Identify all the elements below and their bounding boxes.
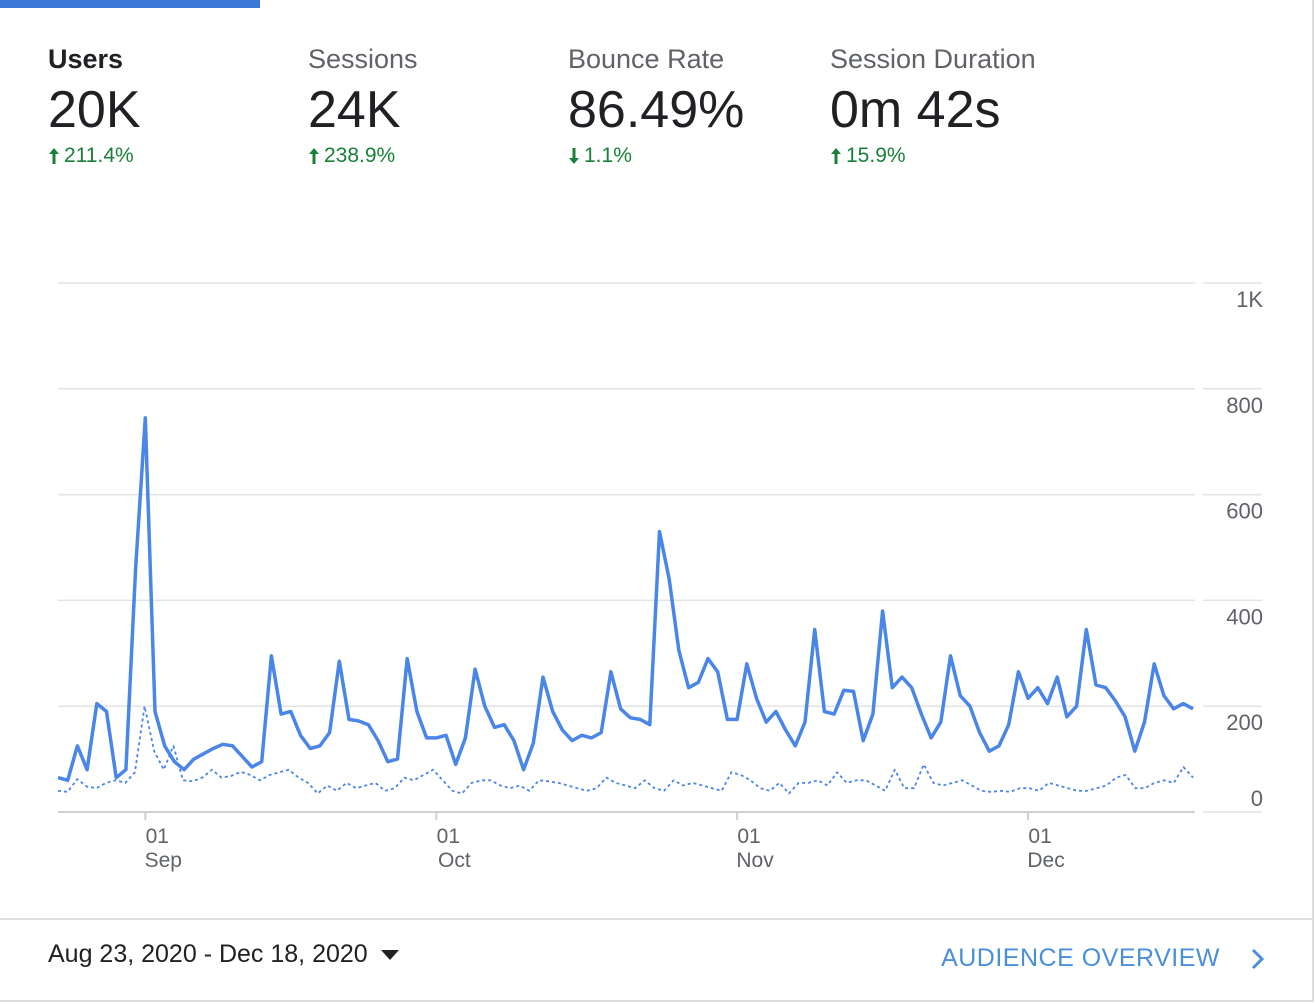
- metric-change-value: 238.9%: [324, 144, 396, 167]
- metric-users[interactable]: Users 20K 211.4%: [48, 40, 141, 170]
- series-line-users: [57, 416, 1194, 783]
- x-tick-month-label: Sep: [145, 849, 182, 872]
- metric-change-value: 211.4%: [64, 144, 134, 167]
- y-tick-label: 200: [1226, 710, 1263, 735]
- metric-label: Session Duration: [830, 44, 1036, 74]
- metric-change: 211.4%: [48, 142, 141, 170]
- metric-value: 24K: [308, 81, 401, 139]
- metric-value: 86.49%: [568, 81, 745, 139]
- x-tick-month-label: Nov: [736, 849, 774, 872]
- footer-divider: [0, 918, 1312, 920]
- x-tick-label: 01: [737, 825, 760, 848]
- y-tick-label: 400: [1226, 604, 1263, 629]
- metric-change: 15.9%: [830, 142, 1036, 170]
- arrow-up-icon: [49, 148, 59, 164]
- metric-value: 20K: [48, 81, 141, 139]
- arrow-up-icon: [831, 148, 841, 164]
- y-tick-label: 1K: [1236, 287, 1263, 312]
- x-tick-month-label: Dec: [1027, 849, 1064, 872]
- x-tick-label: 01: [146, 825, 169, 848]
- x-tick-label: 01: [437, 825, 460, 848]
- metric-label: Users: [48, 44, 124, 74]
- date-range-selector[interactable]: Aug 23, 2020 - Dec 18, 2020: [48, 940, 400, 969]
- metric-value: 0m 42s: [830, 81, 1001, 139]
- active-tab-indicator: [0, 0, 260, 8]
- y-tick-label: 0: [1251, 786, 1263, 811]
- caret-down-icon: [380, 949, 399, 960]
- x-tick-label: 01: [1028, 825, 1051, 848]
- metric-bounce-rate[interactable]: Bounce Rate 86.49% 1.1%: [568, 40, 744, 170]
- audience-overview-link[interactable]: AUDIENCE OVERVIEW: [941, 944, 1266, 973]
- metric-sessions[interactable]: Sessions 24K 238.9%: [308, 40, 418, 170]
- audience-overview-label: AUDIENCE OVERVIEW: [941, 944, 1220, 972]
- x-tick-month-label: Oct: [438, 849, 471, 872]
- arrow-down-icon: [569, 148, 579, 164]
- metric-change-value: 1.1%: [584, 144, 632, 167]
- metric-change-value: 15.9%: [846, 144, 906, 167]
- arrow-up-icon: [309, 148, 319, 164]
- y-tick-label: 800: [1226, 393, 1263, 418]
- y-tick-label: 600: [1226, 499, 1263, 524]
- date-range-label: Aug 23, 2020 - Dec 18, 2020: [48, 940, 368, 968]
- series-line-previous-period: [57, 705, 1194, 795]
- metric-session-duration[interactable]: Session Duration 0m 42s 15.9%: [830, 40, 1036, 170]
- metric-label: Bounce Rate: [568, 44, 725, 74]
- metric-change: 1.1%: [568, 142, 744, 170]
- metric-label: Sessions: [308, 44, 418, 74]
- metric-change: 238.9%: [308, 142, 418, 170]
- chevron-right-icon: [1251, 948, 1265, 969]
